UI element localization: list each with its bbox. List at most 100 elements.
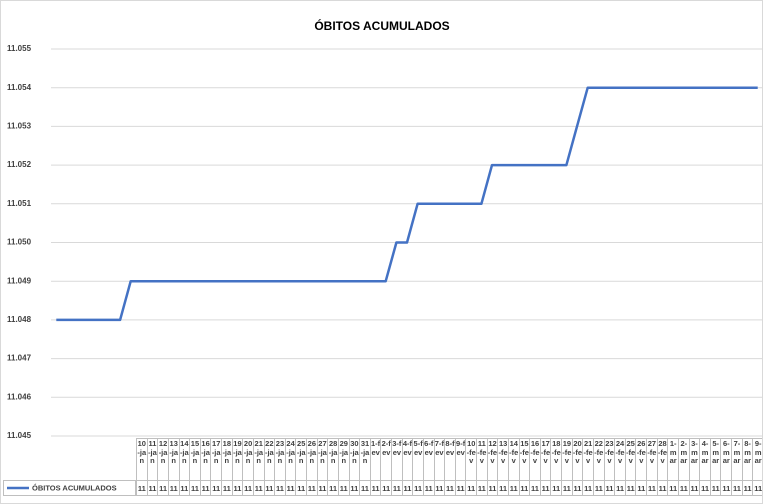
x-tick-label: 18-fev xyxy=(550,438,562,480)
table-value: 11 xyxy=(136,480,147,496)
table-value: 11 xyxy=(306,480,317,496)
y-tick-label: 11.054 xyxy=(7,83,32,92)
x-tick-label: 16-jan xyxy=(199,438,211,480)
x-tick-label: 26-jan xyxy=(306,438,317,480)
table-value: 11 xyxy=(252,480,264,496)
x-tick-label: 30-jan xyxy=(348,438,360,480)
x-tick-label: 13-jan xyxy=(167,438,179,480)
table-value: 11 xyxy=(592,480,604,496)
chart-title: ÓBITOS ACUMULADOS xyxy=(314,18,449,33)
table-value: 11 xyxy=(316,480,328,496)
x-tick-label: 9-fev xyxy=(454,438,466,480)
table-value: 11 xyxy=(688,480,700,496)
table-value: 11 xyxy=(454,480,466,496)
y-tick-label: 11.053 xyxy=(7,122,32,131)
x-tick-label: 28-fev xyxy=(656,438,668,480)
x-tick-label: 17-jan xyxy=(210,438,222,480)
table-value: 11 xyxy=(614,480,625,496)
table-value: 11 xyxy=(369,480,381,496)
table-value: 11 xyxy=(178,480,190,496)
x-tick-label: 16-fev xyxy=(529,438,540,480)
table-value: 11 xyxy=(539,480,551,496)
x-tick-label: 9-mar xyxy=(752,438,762,480)
x-tick-label: 23-jan xyxy=(274,438,285,480)
x-tick-label: 17-fev xyxy=(539,438,551,480)
series-line xyxy=(56,86,758,322)
table-value: 11 xyxy=(189,480,200,496)
x-tick-label: 4-fev xyxy=(401,438,413,480)
table-value: 11 xyxy=(507,480,519,496)
table-value: 11 xyxy=(497,480,508,496)
legend-label: ÓBITOS ACUMULADOS xyxy=(32,483,117,492)
x-tick-label: 28-jan xyxy=(327,438,338,480)
table-value: 11 xyxy=(422,480,434,496)
x-tick-label: 22-jan xyxy=(263,438,275,480)
x-tick-label: 10-fev xyxy=(465,438,477,480)
table-value: 11 xyxy=(720,480,732,496)
x-tick-label: 2-mar xyxy=(677,438,689,480)
table-value: 11 xyxy=(359,480,370,496)
x-tick-label: 25-fev xyxy=(624,438,636,480)
table-value: 11 xyxy=(752,480,762,496)
table-value: 11 xyxy=(571,480,583,496)
x-tick-label: 19-fev xyxy=(561,438,572,480)
table-value: 11 xyxy=(295,480,307,496)
x-tick-label: 21-jan xyxy=(252,438,264,480)
x-tick-label: 14-jan xyxy=(178,438,190,480)
table-value: 11 xyxy=(391,480,402,496)
x-tick-label: 26-fev xyxy=(635,438,647,480)
y-tick-label: 11.049 xyxy=(7,276,32,285)
x-tick-label: 20-jan xyxy=(242,438,253,480)
table-value: 11 xyxy=(412,480,423,496)
x-tick-label: 6-fev xyxy=(422,438,434,480)
table-value: 11 xyxy=(242,480,253,496)
x-tick-label: 23-fev xyxy=(603,438,615,480)
table-value: 11 xyxy=(231,480,243,496)
y-tick-label: 11.055 xyxy=(7,44,32,53)
table-value: 11 xyxy=(699,480,710,496)
x-tick-label: 1-mar xyxy=(667,438,678,480)
table-value: 11 xyxy=(348,480,360,496)
table-value: 11 xyxy=(380,480,392,496)
table-value: 11 xyxy=(582,480,593,496)
table-value: 11 xyxy=(603,480,615,496)
table-value: 11 xyxy=(476,480,487,496)
x-tick-label: 10-jan xyxy=(136,438,147,480)
x-tick-label: 29-jan xyxy=(337,438,349,480)
x-tick-label: 14-fev xyxy=(507,438,519,480)
legend-cell xyxy=(3,480,136,496)
table-value: 11 xyxy=(561,480,572,496)
x-tick-label: 7-fev xyxy=(433,438,445,480)
table-value: 11 xyxy=(327,480,338,496)
x-tick-label: 2-fev xyxy=(380,438,392,480)
table-value: 11 xyxy=(624,480,636,496)
x-tick-label: 5-mar xyxy=(709,438,721,480)
x-tick-label: 27-fev xyxy=(646,438,657,480)
x-tick-label: 3-fev xyxy=(391,438,402,480)
table-value: 11 xyxy=(337,480,349,496)
x-tick-label: 15-jan xyxy=(189,438,200,480)
x-tick-label: 31-jan xyxy=(359,438,370,480)
table-value: 11 xyxy=(731,480,742,496)
table-value: 11 xyxy=(157,480,168,496)
y-tick-label: 11.052 xyxy=(7,160,32,169)
x-tick-label: 18-jan xyxy=(221,438,232,480)
x-tick-label: 5-fev xyxy=(412,438,423,480)
x-tick-label: 24-fev xyxy=(614,438,625,480)
x-tick-label: 6-mar xyxy=(720,438,732,480)
x-tick-label: 12-jan xyxy=(157,438,168,480)
table-value: 11 xyxy=(199,480,211,496)
table-value: 11 xyxy=(709,480,721,496)
table-value: 11 xyxy=(274,480,285,496)
y-tick-label: 11.050 xyxy=(7,238,32,247)
x-tick-label: 1-fev xyxy=(369,438,381,480)
table-value: 11 xyxy=(741,480,753,496)
table-value: 11 xyxy=(667,480,678,496)
x-tick-label: 19-jan xyxy=(231,438,243,480)
table-value: 11 xyxy=(221,480,232,496)
y-tick-label: 11.046 xyxy=(7,392,32,401)
y-tick-label: 11.051 xyxy=(7,199,32,208)
x-tick-label: 3-mar xyxy=(688,438,700,480)
